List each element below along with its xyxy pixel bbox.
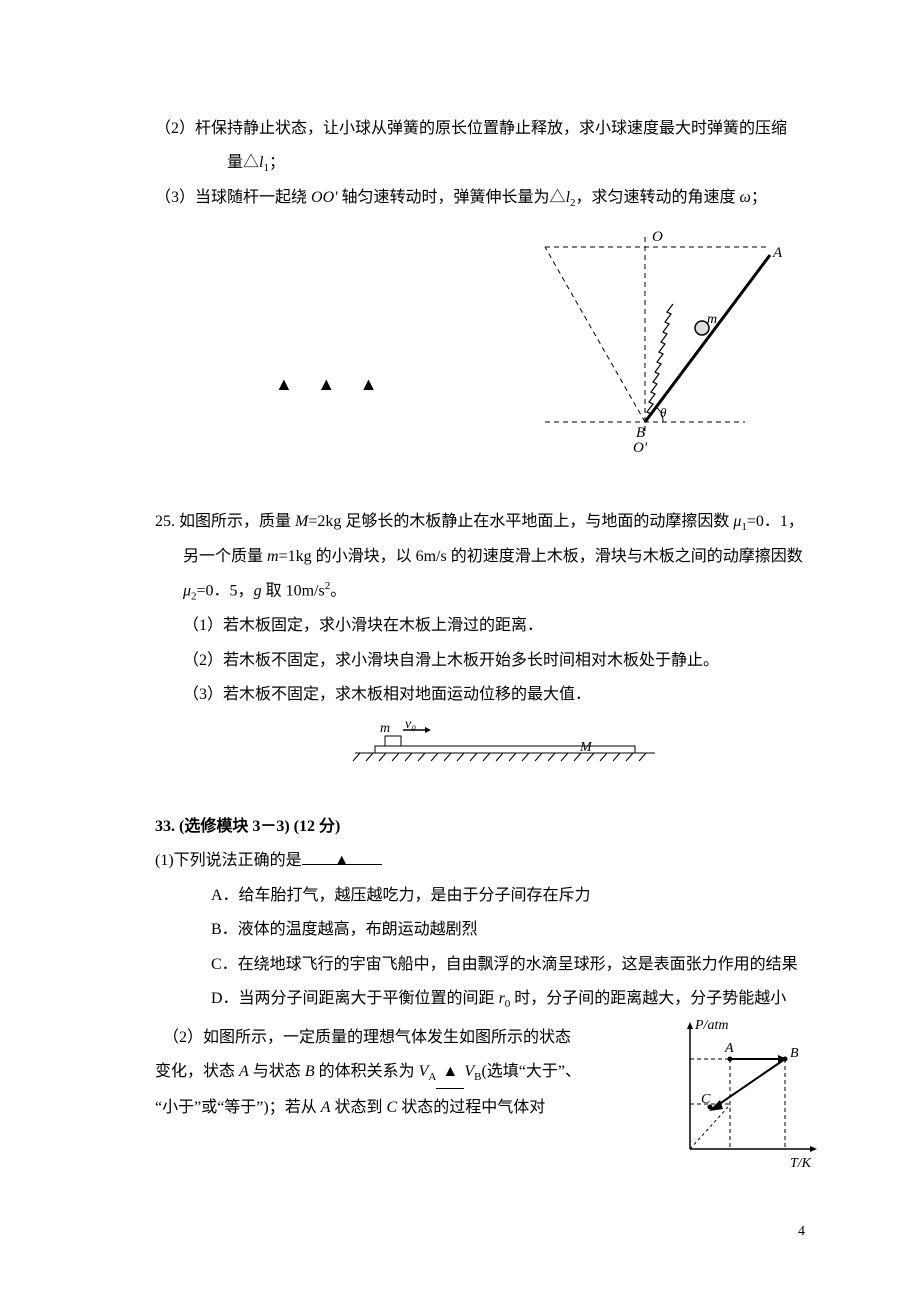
q33-optD-a: D．当两分子间距离大于平衡位置的间距 xyxy=(211,990,499,1007)
q24-p2c-text: ； xyxy=(269,154,285,171)
answer-triangles: ▲ ▲ ▲ xyxy=(275,367,387,401)
q33-p2a-span: （2）如图所示，一定质量的理想气体发生如图所示的状态 xyxy=(171,1029,571,1046)
var-OO: OO' xyxy=(311,189,338,206)
q24-p3-text: （3）当球随杆一起绕 xyxy=(155,189,311,206)
var-mu2: μ xyxy=(183,582,191,599)
label-A-pt: A xyxy=(724,1041,734,1056)
dash-OC xyxy=(690,1107,728,1149)
point-B xyxy=(783,1057,788,1062)
q25-s2a: 另一个质量 xyxy=(183,548,267,565)
ground-hatch xyxy=(353,753,646,761)
p-axis-arrow xyxy=(687,1022,693,1029)
label-P: P/atm xyxy=(694,1019,728,1033)
cone-left xyxy=(545,247,645,422)
page-number: 4 xyxy=(798,1219,805,1246)
q25-stem1: 25. 如图所示，质量 M=2kg 足够长的木板静止在水平地面上，与地面的动摩擦… xyxy=(155,507,825,538)
q24-part2: （2）杆保持静止状态，让小球从弹簧的原长位置静止释放，求小球速度最大时弹簧的压缩 xyxy=(155,114,825,144)
q33-part2-block: （2）如图所示，一定质量的理想气体发生如图所示的状态 变化，状态 A 与状态 B… xyxy=(155,1019,825,1180)
q24-p2-text: （2）杆保持静止状态，让小球从弹簧的原长位置静止释放，求小球速度最大时弹簧的压缩 xyxy=(155,120,787,137)
page-content: （2）杆保持静止状态，让小球从弹簧的原长位置静止释放，求小球速度最大时弹簧的压缩… xyxy=(0,0,920,1302)
q33-p2g: 状态到 xyxy=(331,1099,387,1116)
q24-p3c-text: ，求匀速转动的角速度 xyxy=(576,189,740,206)
q33-p2c: 与状态 xyxy=(249,1063,305,1080)
q25-s3a: =0．5， xyxy=(197,582,254,599)
q24-p2b-text: 量△ xyxy=(227,154,259,171)
figure-cone-spring: ▲ ▲ ▲ O A m θ B O' xyxy=(155,227,825,477)
q25-stem2: 另一个质量 m=1kg 的小滑块，以 6m/s 的初速度滑上木板，滑块与木板之间… xyxy=(155,542,825,572)
q24-p3b-text: 轴匀速转动时，弹簧伸长量为△ xyxy=(338,189,566,206)
q25-p2: （2）若木板不固定，求小滑块自滑上木板开始多长时间相对木板处于静止。 xyxy=(155,646,825,676)
label-T: T/K xyxy=(790,1156,812,1169)
q25-s1b: =2kg 足够长的木板静止在水平地面上，与地面的动摩擦因数 xyxy=(308,513,733,530)
blank-answer-2: ▲ xyxy=(436,1057,464,1088)
var-B: B xyxy=(305,1063,315,1080)
q25-s1c: =0．1， xyxy=(747,513,804,530)
label-theta: θ xyxy=(660,405,667,420)
var-g: g xyxy=(254,582,262,599)
q33-optB: B．液体的温度越高，布朗运动越剧烈 xyxy=(211,915,825,945)
q25-p3: （3）若木板不固定，求木板相对地面运动位移的最大值． xyxy=(155,680,825,710)
label-M-board: M xyxy=(579,740,593,755)
var-m25: m xyxy=(267,548,279,565)
q33-p1: (1)下列说法正确的是▲ xyxy=(155,846,825,876)
q33-p2a: （2）如图所示，一定质量的理想气体发生如图所示的状态 xyxy=(155,1023,655,1053)
q25-stem3: μ2=0．5，g 取 10m/s2。 xyxy=(155,576,825,607)
q33-p2h: 状态的过程中气体对 xyxy=(397,1099,545,1116)
blank-answer-1: ▲ xyxy=(302,846,382,865)
sub-VA: A xyxy=(428,1072,436,1084)
q25-s3c: 。 xyxy=(330,582,346,599)
label-O-bot: O' xyxy=(633,440,648,456)
q33-p2c-line: “小于”或“等于”)；若从 A 状态到 C 状态的过程中气体对 xyxy=(155,1093,655,1123)
var-VA: V xyxy=(419,1063,429,1080)
q33-optA: A．给车胎打气，越压越吃力，是由于分子间存在斥力 xyxy=(211,881,825,911)
var-A2: A xyxy=(321,1099,331,1116)
q33-optC: C．在绕地球飞行的宇宙飞船中，自由飘浮的水滴呈球形，这是表面张力作用的结果 xyxy=(211,950,825,980)
q33-p2e: (选填“大于”、 xyxy=(481,1063,581,1080)
q25-s1a: 25. 如图所示，质量 xyxy=(155,513,295,530)
label-B: B xyxy=(636,425,645,441)
label-m: m xyxy=(707,312,717,327)
q33-p2b: 变化，状态 xyxy=(155,1063,239,1080)
v0-arrowhead xyxy=(425,727,431,733)
figure-block-board: m v₀ M xyxy=(155,721,825,782)
q33-options: A．给车胎打气，越压越吃力，是由于分子间存在斥力 B．液体的温度越高，布朗运动越… xyxy=(155,881,825,1015)
q33-p2f: “小于”或“等于”)；若从 xyxy=(155,1099,321,1116)
q33-optD: D．当两分子间距离大于平衡位置的间距 r0 时，分子间的距离越大，分子势能越小 xyxy=(211,984,825,1015)
label-O-top: O xyxy=(652,229,663,245)
pt-graph-svg: P/atm A B C T/K xyxy=(665,1019,820,1169)
var-omega: ω xyxy=(740,189,751,206)
label-C-pt: C xyxy=(701,1092,711,1107)
q33-part2-text: （2）如图所示，一定质量的理想气体发生如图所示的状态 变化，状态 A 与状态 B… xyxy=(155,1019,655,1127)
q24-p3d-text: ； xyxy=(751,189,767,206)
q33-p2b-line: 变化，状态 A 与状态 B 的体积关系为 VA▲VB(选填“大于”、 xyxy=(155,1057,655,1088)
q25-s2b: =1kg 的小滑块，以 6m/s 的初速度滑上木板，滑块与木板之间的动摩擦因数 xyxy=(279,548,803,565)
q25-p1: （1）若木板固定，求小滑块在木板上滑过的距离． xyxy=(155,611,825,641)
q33-optD-b: 时，分子间的距离越大，分子势能越小 xyxy=(510,990,786,1007)
q33-title: 33. (选修模块 3－3) (12 分) xyxy=(155,812,825,842)
q33-p2d: 的体积关系为 xyxy=(315,1063,419,1080)
label-v0: v₀ xyxy=(405,721,416,732)
figure-PT-graph: P/atm A B C T/K xyxy=(655,1019,825,1180)
label-B-pt: B xyxy=(790,1046,799,1061)
q24-part3: （3）当球随杆一起绕 OO' 轴匀速转动时，弹簧伸长量为△l2，求匀速转动的角速… xyxy=(155,183,825,214)
label-m-block: m xyxy=(380,721,390,736)
cone-diagram-svg: O A m θ B O' xyxy=(525,227,805,467)
block-rect xyxy=(385,736,401,746)
var-A: A xyxy=(239,1063,249,1080)
line-BC xyxy=(715,1059,785,1107)
board-rect xyxy=(375,746,635,753)
var-M: M xyxy=(295,513,308,530)
block-board-svg: m v₀ M xyxy=(325,721,655,771)
q33-p1a: (1)下列说法正确的是 xyxy=(155,852,302,869)
var-C: C xyxy=(387,1099,398,1116)
t-axis-arrow xyxy=(810,1146,817,1152)
q24-part2b: 量△l1； xyxy=(155,148,825,179)
q25-s3b: 取 10m/s xyxy=(262,582,325,599)
label-A: A xyxy=(772,245,783,261)
var-VB: V xyxy=(464,1063,474,1080)
point-A xyxy=(728,1057,733,1062)
